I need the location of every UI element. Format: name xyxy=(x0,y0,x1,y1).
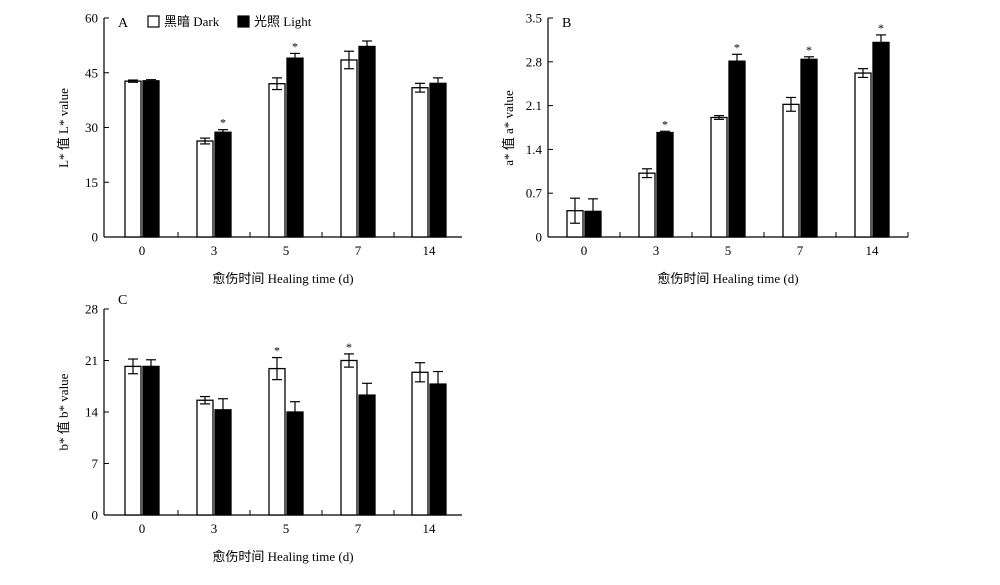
x-tick-label: 14 xyxy=(866,243,880,258)
y-tick-label: 30 xyxy=(85,120,98,135)
chart-panel-c: 0 7 14 21 28 0 3 5 7 14 * * C 愈伤时间 Healing time (d) b*… xyxy=(56,293,462,564)
y-tick-label: 3.5 xyxy=(526,11,542,26)
y-tick-label: 60 xyxy=(85,11,98,26)
bar xyxy=(782,103,800,238)
bar xyxy=(214,131,232,238)
bar xyxy=(340,59,358,238)
bar xyxy=(124,365,142,516)
y-tick-label: 45 xyxy=(85,65,98,80)
x-tick-label: 7 xyxy=(355,243,362,258)
bar xyxy=(196,399,214,516)
y-tick-label: 21 xyxy=(85,353,98,368)
significance-marker: * xyxy=(806,43,812,57)
bar xyxy=(429,383,447,516)
x-tick-label: 3 xyxy=(211,243,218,258)
y-tick-label: 1.4 xyxy=(526,142,543,157)
panel-label: A xyxy=(118,16,129,31)
y-tick-label: 14 xyxy=(85,405,99,420)
legend-label-dark: 黑暗 Dark xyxy=(164,14,220,29)
y-tick-label: 2.1 xyxy=(526,98,542,113)
bar xyxy=(411,87,429,238)
bar xyxy=(142,80,160,238)
y-axis-label: b* 值 b* value xyxy=(56,373,71,450)
bar xyxy=(358,394,376,516)
x-tick-label: 3 xyxy=(653,243,660,258)
bar xyxy=(728,60,746,238)
x-tick-label: 0 xyxy=(581,243,588,258)
chart-panel-a: 0 15 30 45 60 0 3 5 7 14 * * A 愈伤时间 Healing time (d) L… xyxy=(56,11,462,286)
y-tick-label: 28 xyxy=(85,302,98,317)
bar xyxy=(268,83,286,238)
y-tick-label: 7 xyxy=(92,456,99,471)
bar xyxy=(411,371,429,516)
bar xyxy=(656,131,674,238)
bar xyxy=(429,82,447,238)
y-tick-label: 0 xyxy=(536,230,543,245)
x-tick-label: 5 xyxy=(283,243,290,258)
bar xyxy=(638,172,656,238)
y-tick-label: 0.7 xyxy=(526,186,543,201)
legend-label-light: 光照 Light xyxy=(254,14,312,29)
legend-swatch-light xyxy=(237,15,250,28)
y-axis-label: L* 值 L* value xyxy=(56,88,71,168)
x-tick-label: 14 xyxy=(423,521,437,536)
x-tick-label: 7 xyxy=(797,243,804,258)
bar xyxy=(340,359,358,516)
y-axis-label: a* 值 a* value xyxy=(501,90,516,166)
significance-marker: * xyxy=(662,117,668,131)
bar xyxy=(268,367,286,516)
bar xyxy=(286,57,304,238)
significance-marker: * xyxy=(734,40,740,54)
x-tick-label: 5 xyxy=(283,521,290,536)
legend: 黑暗 Dark 光照 Light xyxy=(147,14,312,29)
x-axis-label: 愈伤时间 Healing time (d) xyxy=(212,549,353,564)
bar xyxy=(710,116,728,238)
x-tick-label: 0 xyxy=(139,521,146,536)
x-tick-label: 5 xyxy=(725,243,732,258)
y-tick-label: 15 xyxy=(85,175,98,190)
chart-panel-b: 0 0.7 1.4 2.1 2.8 3.5 0 3 5 7 14 * * * * B 愈伤时间 Healing … xyxy=(501,11,909,286)
legend-swatch-dark xyxy=(147,15,160,28)
panel-label: C xyxy=(118,293,127,308)
x-tick-label: 3 xyxy=(211,521,218,536)
bar xyxy=(854,72,872,238)
y-tick-label: 0 xyxy=(92,508,99,523)
significance-marker: * xyxy=(292,39,298,53)
bar xyxy=(142,365,160,516)
panel-label: B xyxy=(562,16,571,31)
bar xyxy=(196,140,214,238)
x-axis-label: 愈伤时间 Healing time (d) xyxy=(212,271,353,286)
bar xyxy=(214,409,232,516)
y-tick-label: 0 xyxy=(92,230,99,245)
bar xyxy=(872,41,890,238)
significance-marker: * xyxy=(220,116,226,130)
bar xyxy=(124,80,142,238)
bar xyxy=(800,58,818,238)
significance-marker: * xyxy=(274,344,280,358)
x-tick-label: 0 xyxy=(139,243,146,258)
x-tick-label: 14 xyxy=(423,243,437,258)
bar xyxy=(286,411,304,516)
significance-marker: * xyxy=(346,340,352,354)
bar xyxy=(358,45,376,238)
y-tick-label: 2.8 xyxy=(526,54,542,69)
x-tick-label: 7 xyxy=(355,521,362,536)
x-axis-label: 愈伤时间 Healing time (d) xyxy=(657,271,798,286)
significance-marker: * xyxy=(878,21,884,35)
